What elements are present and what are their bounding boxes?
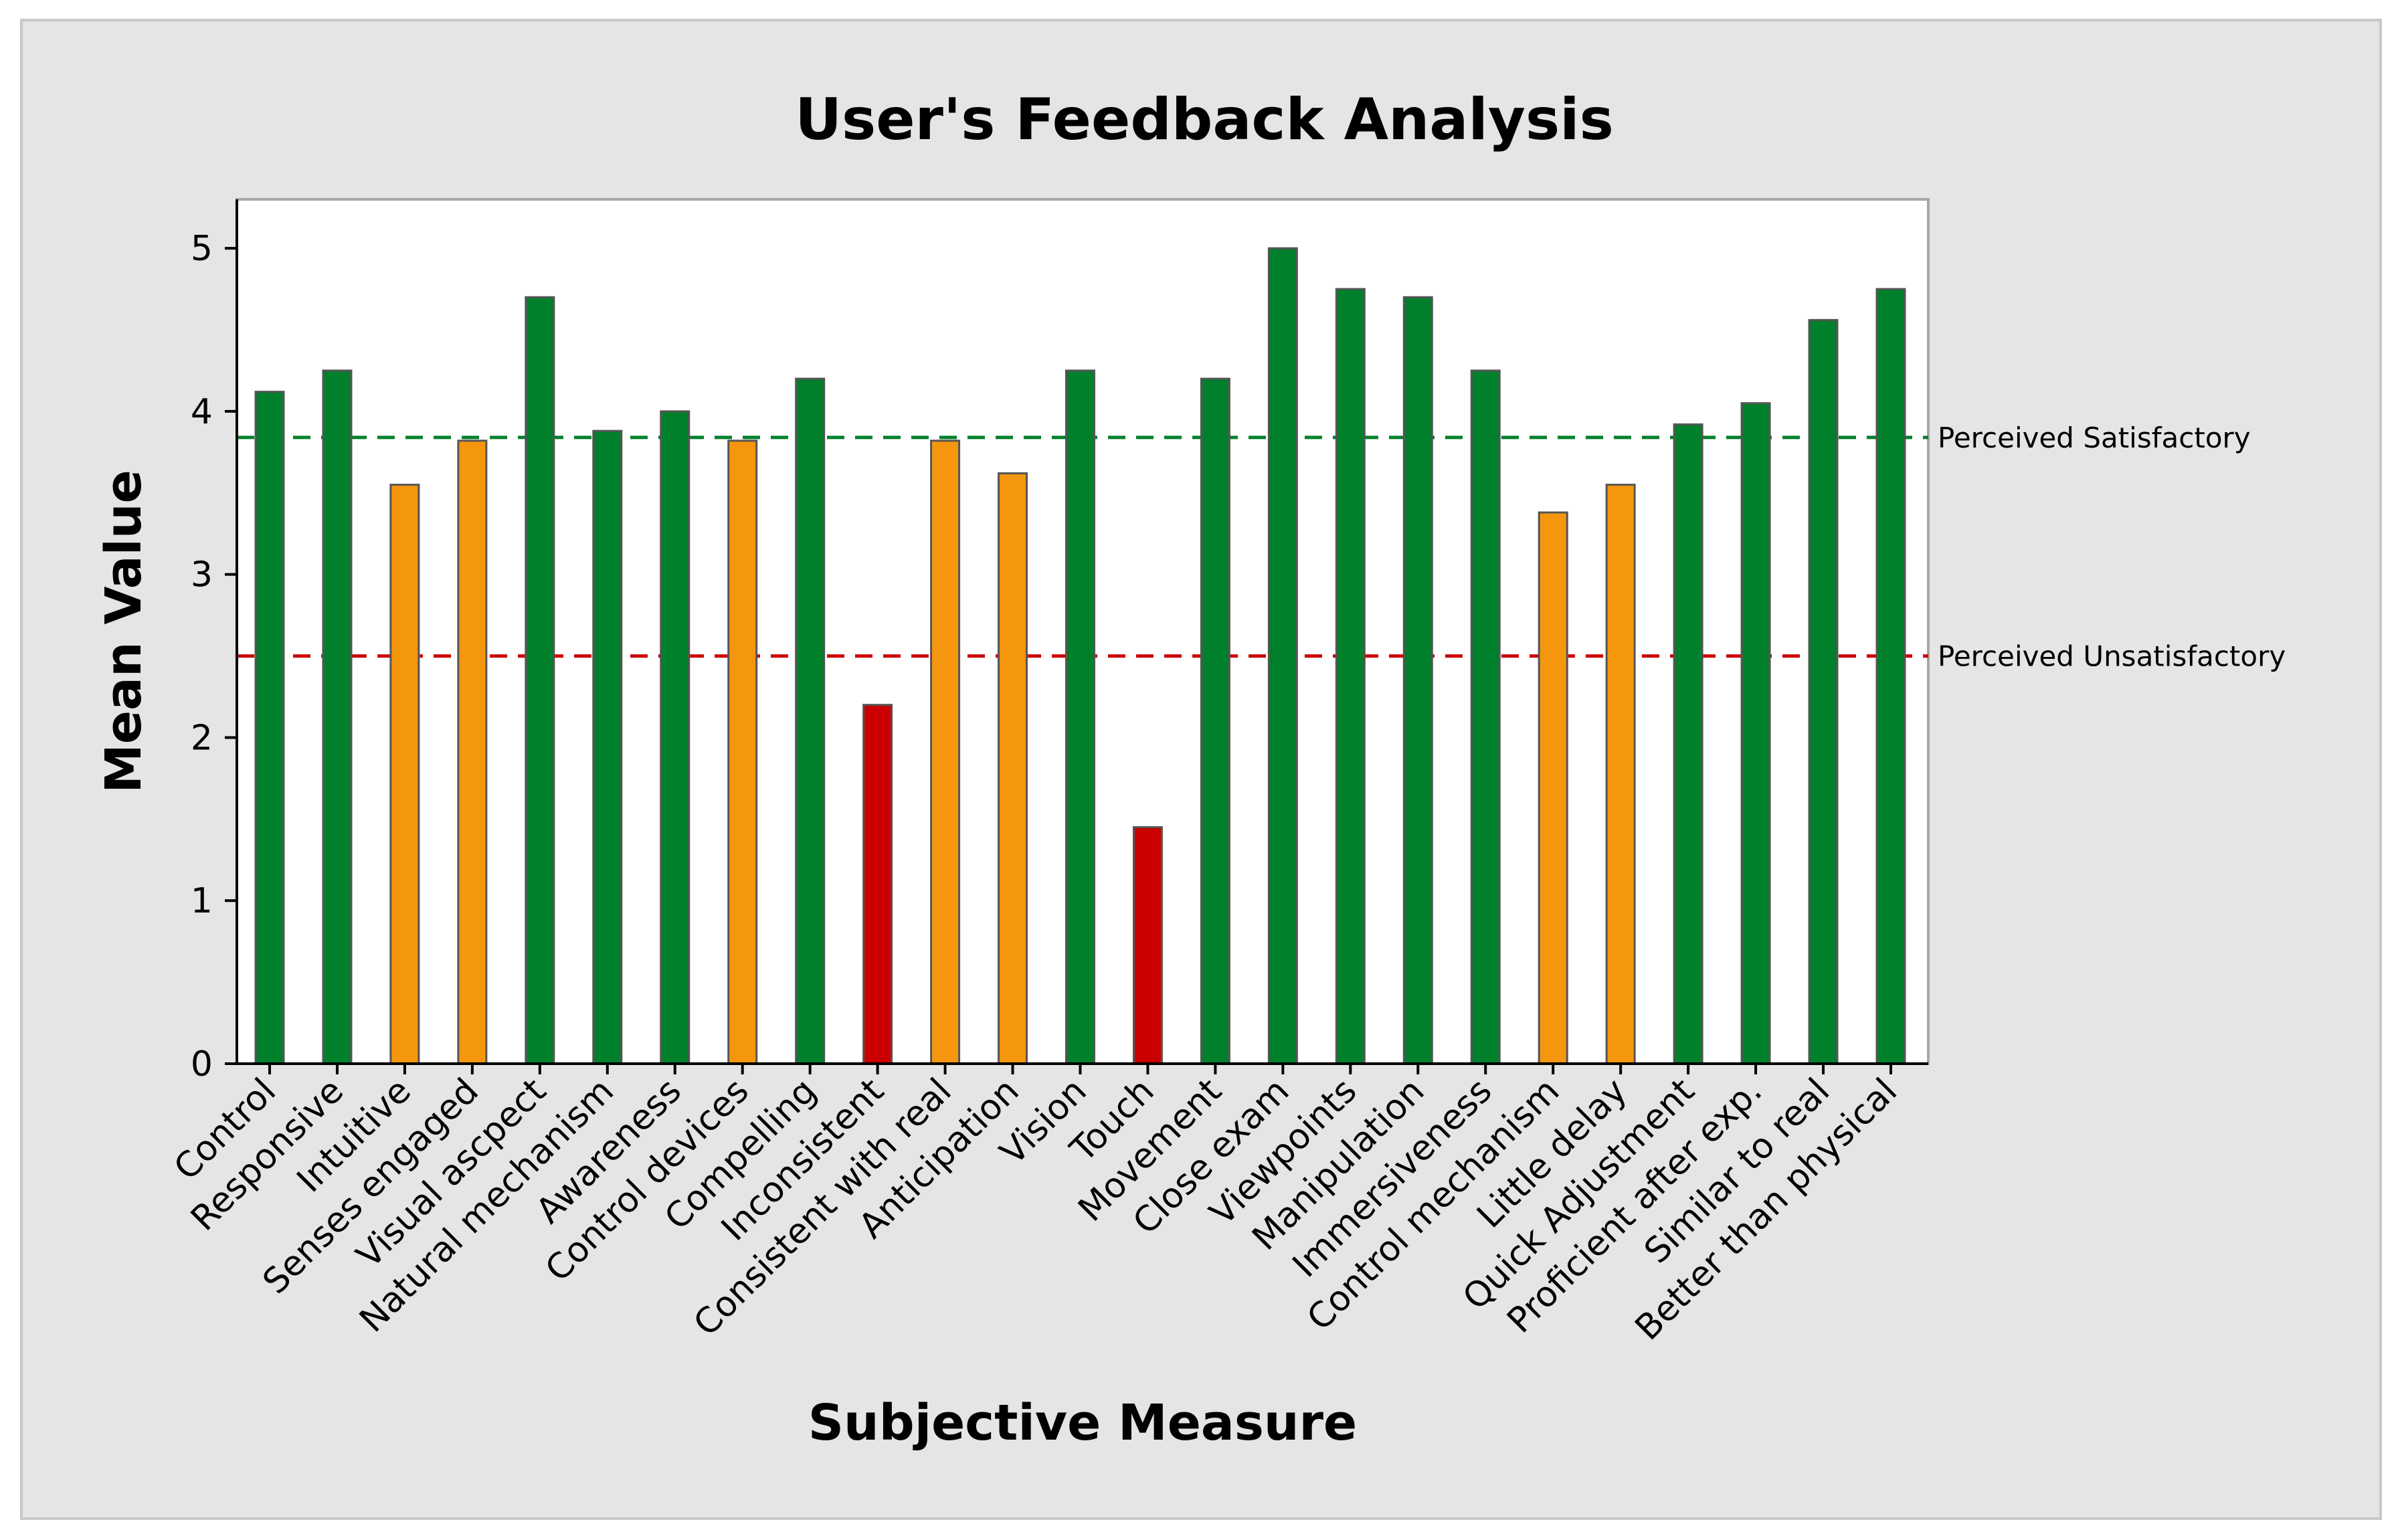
y-axis-title: Mean Value (95, 470, 153, 793)
bar-natural-mechanism (592, 429, 623, 1065)
y-tick-label: 4 (191, 392, 213, 432)
bar-close-exam (1267, 247, 1298, 1065)
y-tick-label: 2 (191, 718, 213, 758)
bar-viewpoints (1335, 288, 1366, 1065)
bar-compelling (795, 377, 826, 1065)
x-axis-title: Subjective Measure (808, 1394, 1357, 1452)
bar-control-devices (727, 440, 758, 1065)
bar-proficient-after-exp (1740, 402, 1771, 1065)
reference-line-label: Perceived Satisfactory (1938, 421, 2251, 454)
bar-control-mechanism (1538, 511, 1568, 1065)
y-axis: 0 1 2 3 4 5 (191, 199, 238, 1084)
bar-inconsistent (862, 704, 893, 1065)
bar-senses-engaged (457, 440, 488, 1065)
reference-line-label: Perceived Unsatisfactory (1938, 640, 2286, 673)
y-tick-label: 3 (191, 555, 213, 595)
bar-anticipation (998, 472, 1028, 1065)
bar-similar-to-real (1808, 318, 1839, 1065)
chart-title: User's Feedback Analysis (795, 86, 1614, 153)
bar-awareness (660, 410, 690, 1065)
bar-quick-adjustment (1673, 423, 1703, 1065)
bar-immersiveness (1470, 369, 1501, 1065)
y-tick-label: 5 (191, 229, 213, 269)
y-tick-label: 0 (191, 1044, 213, 1084)
bar-touch (1132, 826, 1163, 1065)
bar-manipulation (1402, 296, 1433, 1065)
bar-vision (1065, 369, 1095, 1065)
bar-little-delay (1605, 484, 1636, 1065)
bar-movement (1200, 377, 1230, 1065)
bar-control (254, 391, 285, 1065)
bar-responsive (322, 369, 353, 1065)
y-tick-label: 1 (191, 881, 213, 921)
bar-intuitive (389, 484, 420, 1065)
bar-consistent-with-real (930, 440, 961, 1065)
bar-better-than-physical (1875, 288, 1906, 1065)
bar-visual-ascpect (525, 296, 555, 1065)
